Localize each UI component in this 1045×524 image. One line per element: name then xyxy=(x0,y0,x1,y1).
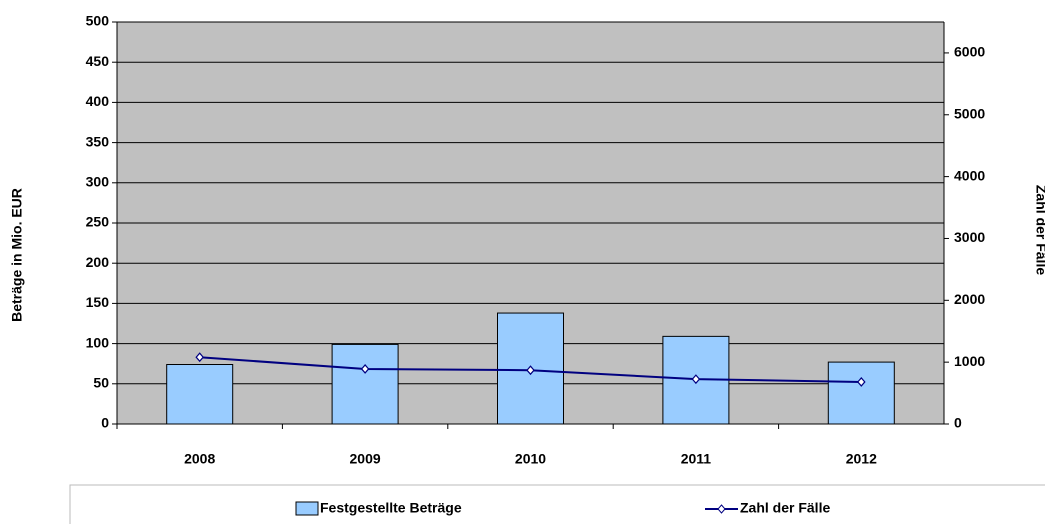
x-tick-label: 2010 xyxy=(515,451,546,467)
y2-axis-label: Zahl der Fälle xyxy=(1033,185,1045,275)
line-marker xyxy=(195,352,204,363)
y2-tick-label: 2000 xyxy=(954,291,985,307)
y2-tick-label: 3000 xyxy=(954,229,985,245)
legend-label: Festgestellte Beträge xyxy=(320,500,462,516)
x-tick-label: 2012 xyxy=(846,451,877,467)
line-marker xyxy=(526,365,535,376)
x-tick-label: 2008 xyxy=(184,451,215,467)
y2-tick-label: 0 xyxy=(954,415,962,431)
y-tick-label: 350 xyxy=(86,133,110,149)
y-tick-label: 50 xyxy=(93,375,109,391)
y-axis-label: Beträge in Mio. EUR xyxy=(9,188,25,322)
legend-marker xyxy=(717,504,726,514)
y-tick-label: 200 xyxy=(86,254,110,270)
y-tick-label: 100 xyxy=(86,334,110,350)
y2-tick-label: 4000 xyxy=(954,167,985,183)
x-tick-label: 2009 xyxy=(350,451,381,467)
legend-label: Zahl der Fälle xyxy=(740,500,830,516)
line-marker xyxy=(691,374,701,385)
y-tick-label: 500 xyxy=(86,13,110,29)
y2-tick-label: 1000 xyxy=(954,353,985,369)
x-tick-label: 2011 xyxy=(681,451,712,467)
legend-box xyxy=(69,484,1045,524)
y-tick-label: 400 xyxy=(86,93,110,109)
y2-tick-label: 5000 xyxy=(954,105,985,121)
y-tick-label: 150 xyxy=(86,294,110,310)
line-marker xyxy=(360,364,370,374)
bar xyxy=(827,361,895,425)
y-tick-label: 250 xyxy=(86,214,110,230)
bar xyxy=(166,364,234,425)
line-marker xyxy=(857,377,866,387)
y-tick-label: 0 xyxy=(101,415,109,431)
y-tick-label: 450 xyxy=(86,53,110,69)
y2-tick-label: 6000 xyxy=(954,44,985,60)
legend-swatch xyxy=(295,501,319,516)
bar xyxy=(331,343,399,425)
y-tick-label: 300 xyxy=(86,174,110,190)
